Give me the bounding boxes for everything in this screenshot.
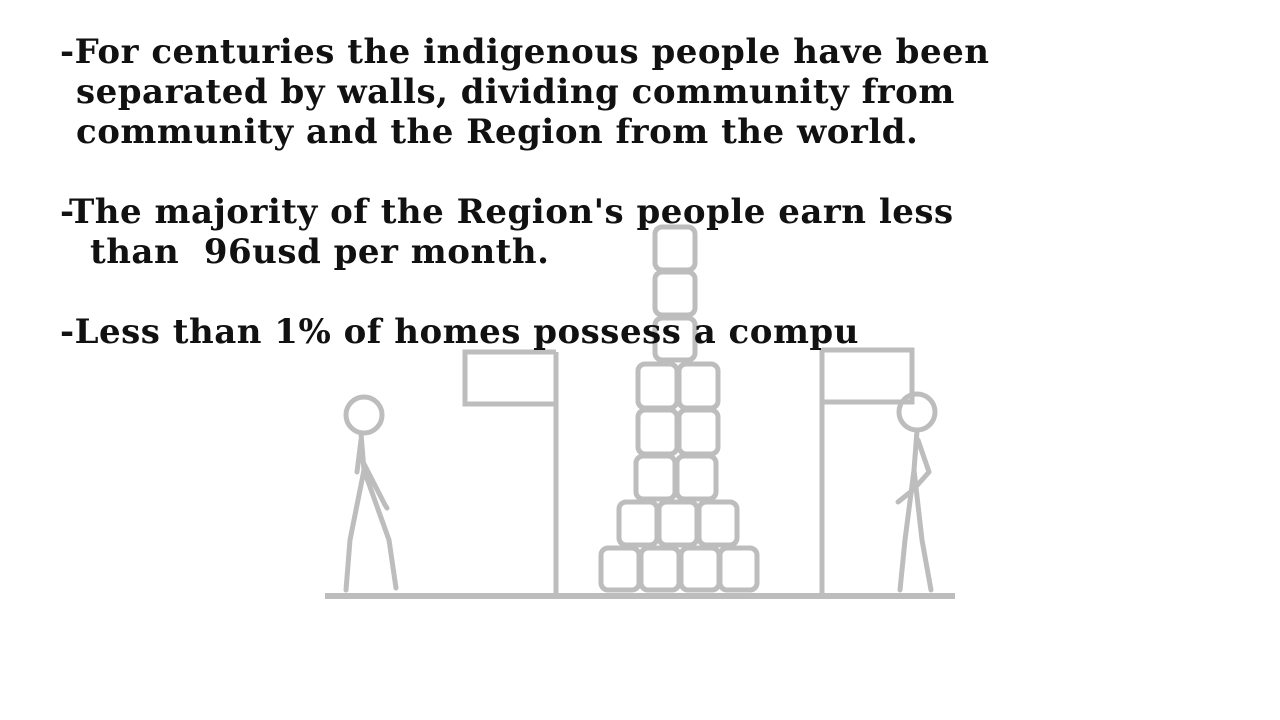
tower-block <box>598 545 642 593</box>
tower-block <box>676 407 721 457</box>
block-tower <box>598 224 760 593</box>
bullet-2-line-1: -The majority of the Region's people ear… <box>60 192 954 232</box>
tower-block <box>674 453 719 502</box>
tower-block <box>635 407 680 457</box>
tower-block <box>638 545 682 593</box>
left-stick-figure <box>343 394 399 593</box>
tower-block <box>717 545 760 593</box>
tower-block <box>616 499 660 548</box>
tower-block <box>678 545 722 593</box>
bullet-1-line-3: community and the Region from the world. <box>76 112 919 152</box>
bullet-1-line-2: separated by walls, dividing community f… <box>76 72 955 112</box>
left-figure-body <box>343 431 399 593</box>
tower-block <box>635 361 680 411</box>
left-flag-banner <box>462 349 556 407</box>
tower-block <box>656 499 700 548</box>
tower-block <box>696 499 740 548</box>
tower-block <box>652 269 698 318</box>
bullet-1-line-1: -For centuries the indigenous people hav… <box>60 32 990 72</box>
tower-block <box>652 315 698 363</box>
bullet-3-line-1: -Less than 1% of homes possess a compu <box>60 312 859 352</box>
left-figure-head <box>343 394 385 436</box>
tower-block <box>652 224 698 273</box>
right-figure-head <box>896 391 938 433</box>
tower-block <box>676 361 721 411</box>
left-flag <box>462 349 559 594</box>
right-flag-banner <box>822 347 915 405</box>
tower-block <box>633 453 678 502</box>
bullet-2-line-2: than 96usd per month. <box>90 232 550 272</box>
right-figure-body <box>895 428 934 593</box>
right-flag <box>819 347 915 594</box>
right-stick-figure <box>895 391 938 593</box>
